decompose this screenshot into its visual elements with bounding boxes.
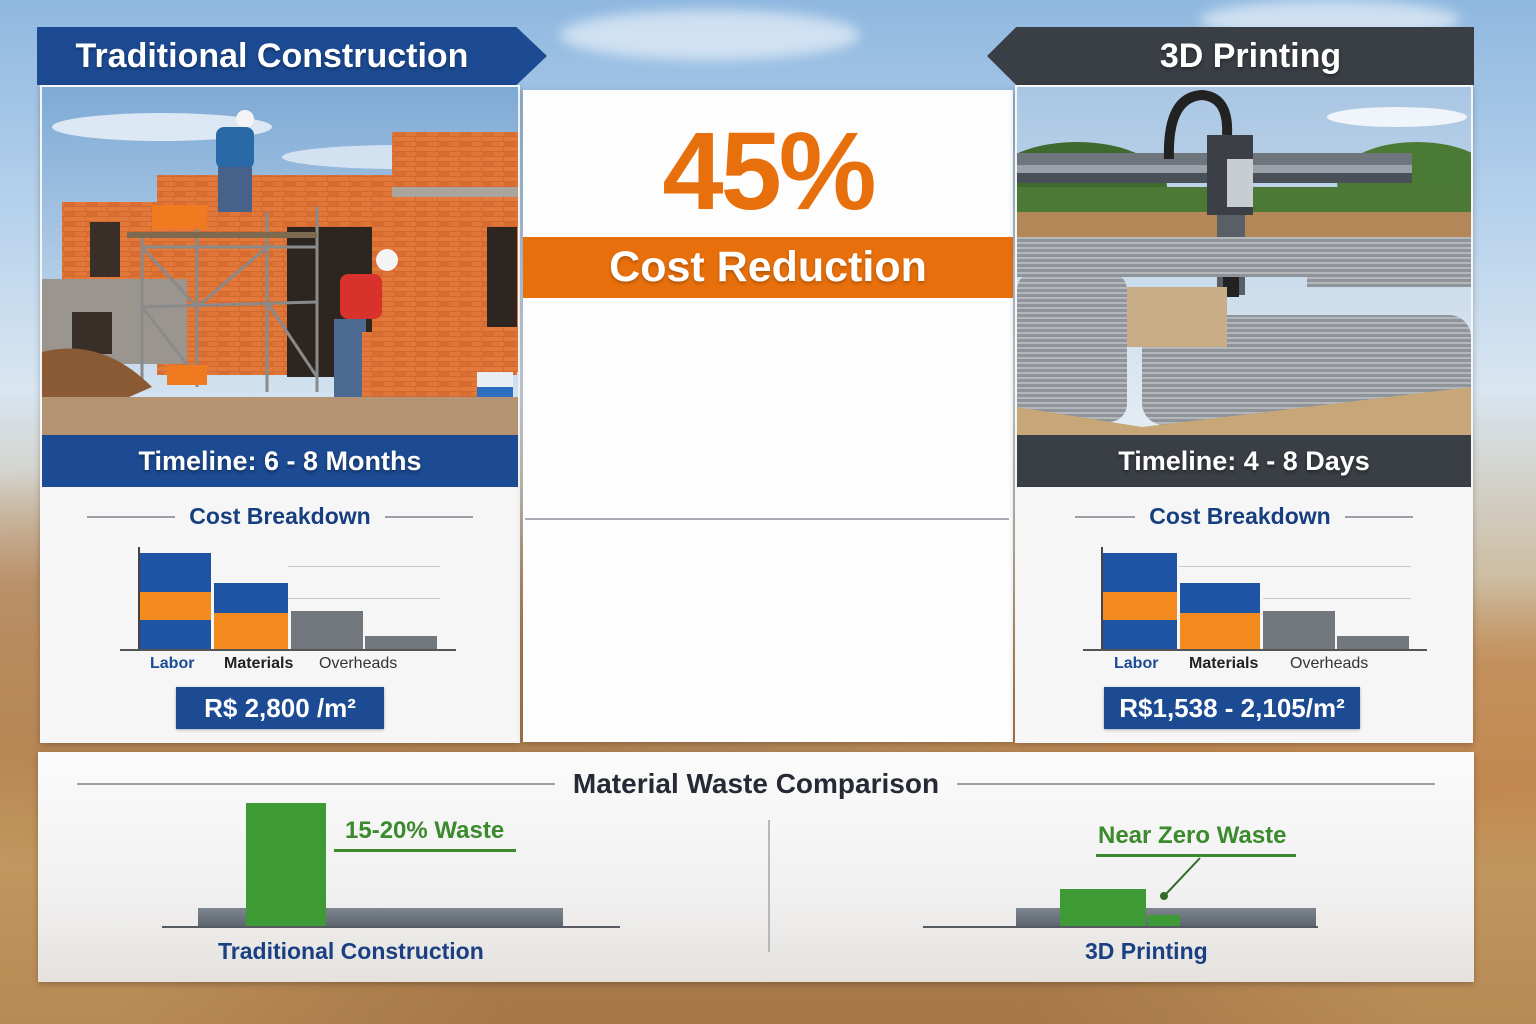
bar-extra xyxy=(1337,636,1409,649)
traditional-panel: Timeline: 6 - 8 Months Cost Breakdown La… xyxy=(40,85,520,743)
divider xyxy=(957,783,1436,785)
gridline xyxy=(288,566,440,567)
divider xyxy=(384,515,473,518)
cost-breakdown-label: Cost Breakdown xyxy=(1149,503,1331,529)
printing-panel: Timeline: 4 - 8 Days Cost Breakdown Labo… xyxy=(1015,85,1473,743)
traditional-price: R$ 2,800 /m² xyxy=(204,692,356,723)
cost-reduction-banner: Cost Reduction xyxy=(523,237,1013,298)
x-axis xyxy=(1083,649,1427,651)
leader-line-icon xyxy=(1160,857,1201,900)
traditional-waste-bar xyxy=(246,803,326,926)
divider xyxy=(1344,515,1413,518)
traditional-waste-note: 15-20% Waste xyxy=(345,817,505,844)
bar-overheads xyxy=(1263,611,1335,649)
background-cloud xyxy=(560,10,860,60)
printing-price-badge: R$1,538 - 2,105/m² xyxy=(1104,687,1360,729)
traditional-cost-breakdown-title: Cost Breakdown xyxy=(40,503,520,530)
printing-waste-caption: 3D Printing xyxy=(1085,938,1208,964)
waste-title-row: Material Waste Comparison xyxy=(38,768,1474,800)
traditional-header-banner: Traditional Construction xyxy=(37,27,547,85)
y-axis xyxy=(1101,547,1103,651)
printing-cost-breakdown-title: Cost Breakdown xyxy=(1015,503,1473,530)
waste-comparison-panel: Material Waste Comparison 15-20% Waste T… xyxy=(38,752,1474,982)
bar-materials xyxy=(1180,583,1260,649)
printing-price: R$1,538 - 2,105/m² xyxy=(1119,692,1345,723)
traditional-timeline-bar: Timeline: 6 - 8 Months xyxy=(42,435,518,487)
printing-cost-chart xyxy=(1083,547,1427,651)
printing-waste-underline xyxy=(1096,854,1296,857)
gridline xyxy=(1263,598,1411,599)
label-overheads: Overheads xyxy=(1290,655,1369,672)
bar-overheads xyxy=(291,611,363,649)
divider xyxy=(1075,515,1136,518)
cost-breakdown-label: Cost Breakdown xyxy=(189,503,371,529)
divider xyxy=(76,783,555,785)
traditional-cost-chart xyxy=(120,547,456,651)
traditional-waste-baseline xyxy=(162,926,620,928)
traditional-waste-underline xyxy=(334,849,516,852)
label-labor: Labor xyxy=(1114,655,1159,672)
traditional-construction-photo xyxy=(42,87,518,435)
cost-reduction-value: 45% xyxy=(662,110,876,233)
center-panel: 45% Cost Reduction xyxy=(523,90,1013,742)
y-axis xyxy=(138,547,140,651)
brick-house-illustration xyxy=(42,87,518,435)
cost-reduction-label: Cost Reduction xyxy=(609,243,927,291)
printing-waste-baseline xyxy=(923,926,1318,928)
gridline xyxy=(288,598,440,599)
x-axis xyxy=(120,649,456,651)
traditional-timeline-text: Timeline: 6 - 8 Months xyxy=(138,445,422,476)
traditional-waste-caption: Traditional Construction xyxy=(218,938,484,964)
bar-extra xyxy=(365,636,437,649)
waste-divider xyxy=(768,820,770,952)
label-labor: Labor xyxy=(150,655,195,672)
printing-waste-bar xyxy=(1148,915,1180,926)
waste-title: Material Waste Comparison xyxy=(572,768,940,799)
printing-timeline-bar: Timeline: 4 - 8 Days xyxy=(1017,435,1471,487)
traditional-header-title: Traditional Construction xyxy=(75,36,469,75)
printing-header-banner: 3D Printing xyxy=(987,27,1474,85)
bar-labor xyxy=(1103,553,1177,649)
printing-header-title: 3D Printing xyxy=(1159,36,1342,75)
printing-timeline-text: Timeline: 4 - 8 Days xyxy=(1118,445,1370,476)
printing-material-bar xyxy=(1060,889,1146,926)
center-divider xyxy=(525,518,1009,520)
bar-labor xyxy=(140,553,211,649)
3d-printer-illustration xyxy=(1017,87,1471,435)
divider xyxy=(87,515,176,518)
bar-materials xyxy=(214,583,288,649)
label-overheads: Overheads xyxy=(319,655,398,672)
printing-waste-note: Near Zero Waste xyxy=(1098,822,1287,849)
label-materials: Materials xyxy=(224,655,294,672)
printing-photo xyxy=(1017,87,1471,435)
label-materials: Materials xyxy=(1189,655,1259,672)
gridline xyxy=(1179,566,1411,567)
traditional-price-badge: R$ 2,800 /m² xyxy=(176,687,384,729)
